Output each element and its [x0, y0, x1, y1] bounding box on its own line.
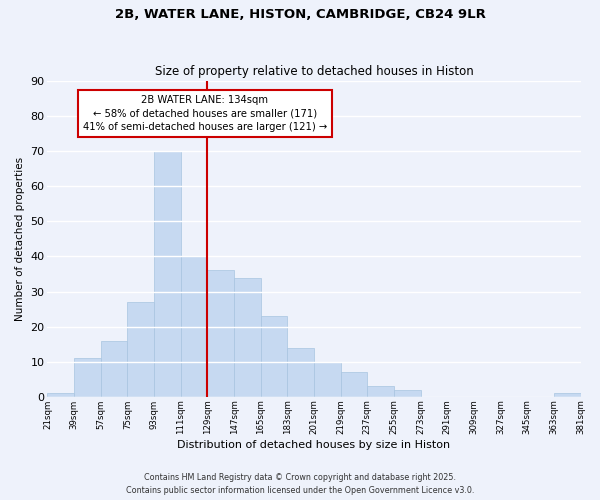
Bar [234, 278, 260, 397]
Bar [314, 362, 341, 397]
Y-axis label: Number of detached properties: Number of detached properties [15, 157, 25, 321]
Bar [127, 302, 154, 397]
Bar [260, 316, 287, 397]
Bar [367, 386, 394, 397]
X-axis label: Distribution of detached houses by size in Histon: Distribution of detached houses by size … [178, 440, 451, 450]
Text: 2B, WATER LANE, HISTON, CAMBRIDGE, CB24 9LR: 2B, WATER LANE, HISTON, CAMBRIDGE, CB24 … [115, 8, 485, 20]
Bar [47, 394, 74, 397]
Bar [554, 394, 581, 397]
Text: 2B WATER LANE: 134sqm
← 58% of detached houses are smaller (171)
41% of semi-det: 2B WATER LANE: 134sqm ← 58% of detached … [83, 96, 327, 132]
Bar [287, 348, 314, 397]
Bar [208, 270, 234, 397]
Text: Contains HM Land Registry data © Crown copyright and database right 2025.
Contai: Contains HM Land Registry data © Crown c… [126, 474, 474, 495]
Bar [394, 390, 421, 397]
Bar [154, 151, 181, 397]
Bar [181, 256, 208, 397]
Bar [101, 340, 127, 397]
Bar [74, 358, 101, 397]
Title: Size of property relative to detached houses in Histon: Size of property relative to detached ho… [155, 66, 473, 78]
Bar [341, 372, 367, 397]
